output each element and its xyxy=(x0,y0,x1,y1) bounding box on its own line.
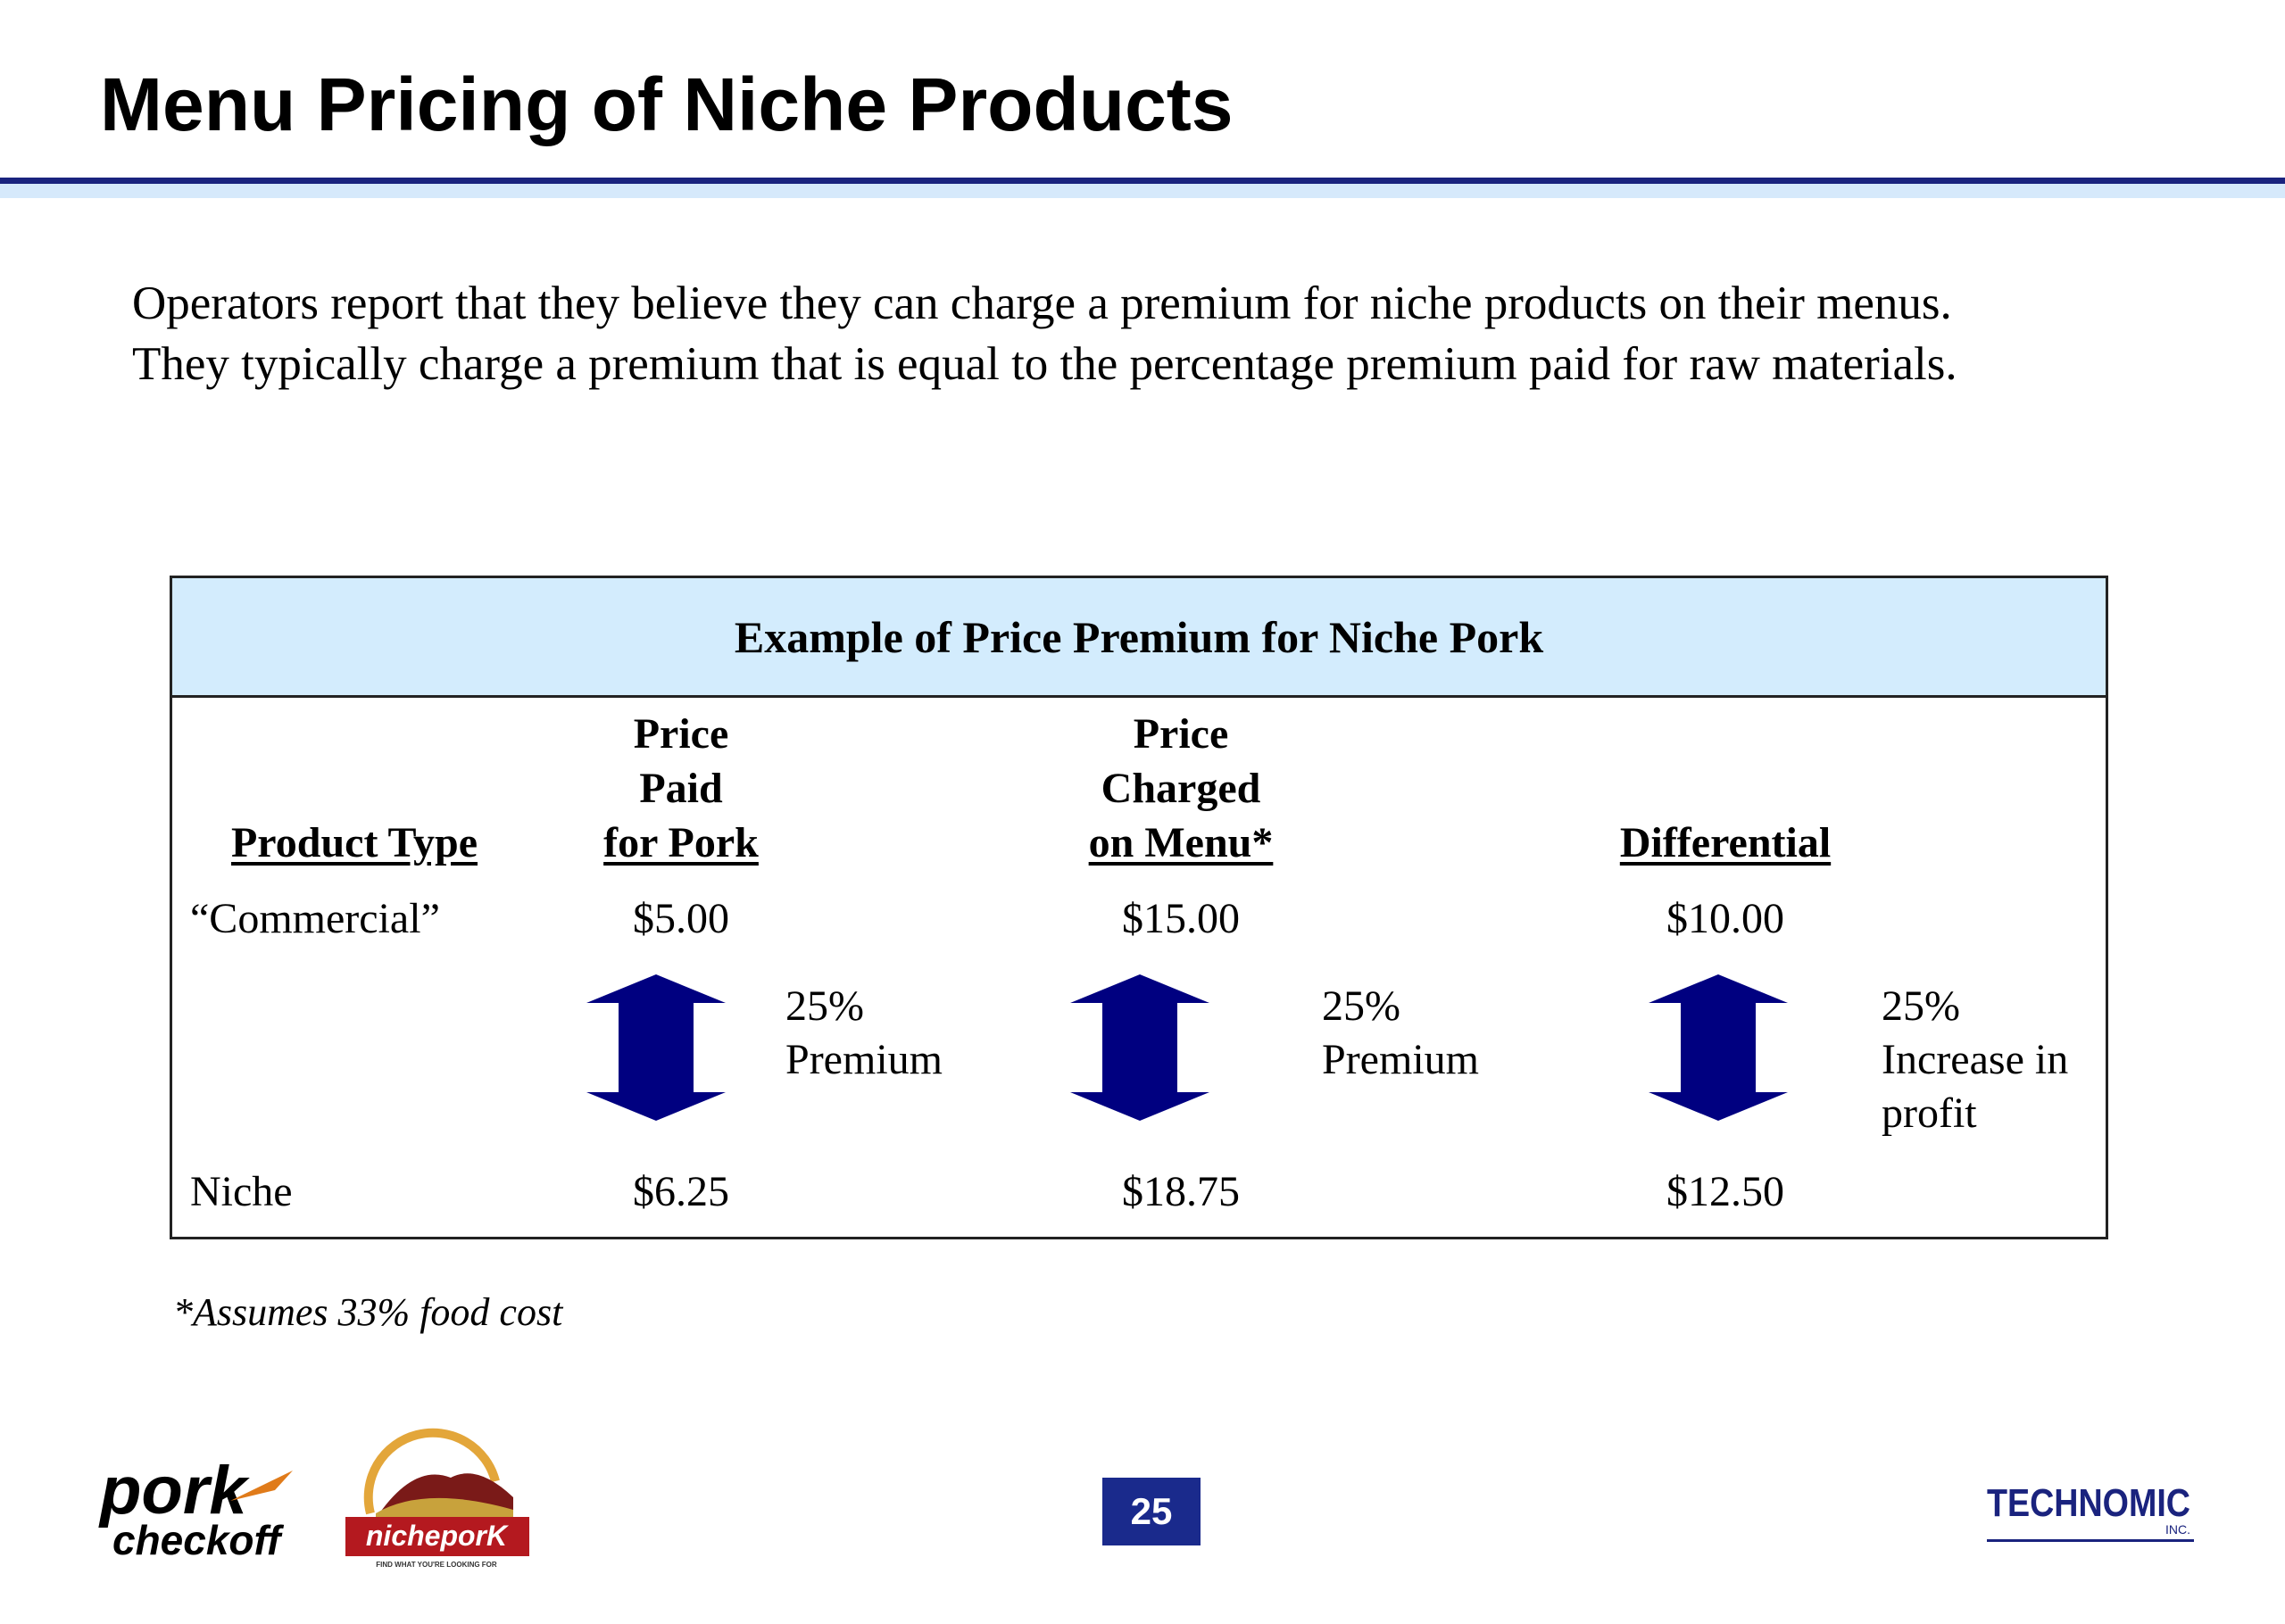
row-niche-type: Niche xyxy=(190,1168,293,1215)
premium-label-charged: 25% Premium xyxy=(1322,980,1479,1087)
double-arrow-icon xyxy=(1649,974,1788,1121)
logo-sub-text: INC. xyxy=(2165,1522,2190,1537)
premium-label-line: profit xyxy=(1882,1090,1977,1137)
row-commercial-diff: $10.00 xyxy=(1666,895,1784,942)
intro-text: Operators report that they believe they … xyxy=(132,273,2256,394)
table-title: Example of Price Premium for Niche Pork xyxy=(172,578,2106,698)
premium-label-line: 25% xyxy=(1882,982,1960,1030)
header-price-charged-line: on Menu* xyxy=(1088,819,1274,866)
pork-checkoff-logo: pork checkoff xyxy=(98,1453,293,1563)
nichepork-logo: nicheporK FIND WHAT YOU'RE LOOKING FOR xyxy=(345,1428,529,1569)
header-price-paid: Price Paid for Pork xyxy=(547,707,815,870)
header-differential: Differential xyxy=(1565,816,1886,870)
intro-line-1: Operators report that they believe they … xyxy=(132,278,1952,329)
premium-label-diff: 25% Increase in profit xyxy=(1882,980,2068,1140)
premium-label-line: Increase in xyxy=(1882,1036,2069,1083)
technomic-logo: TECHNOMIC INC. xyxy=(1987,1481,2194,1542)
header-price-charged: Price Charged on Menu* xyxy=(1020,707,1342,870)
premium-label-line: Premium xyxy=(1322,1036,1479,1083)
title-rule-shadow xyxy=(0,184,2285,198)
row-niche-paid: $6.25 xyxy=(633,1168,729,1215)
row-niche-charged: $18.75 xyxy=(1122,1168,1240,1215)
header-price-paid-line: Price xyxy=(633,710,729,758)
intro-line-2: They typically charge a premium that is … xyxy=(132,338,1957,390)
logo-text: nicheporK xyxy=(366,1520,510,1552)
header-product-type-label: Product Type xyxy=(230,819,478,866)
header-price-paid-line: Paid xyxy=(639,765,723,812)
logo-text: TECHNOMIC xyxy=(1987,1481,2190,1525)
header-price-paid-line: for Pork xyxy=(603,819,759,866)
double-arrow-icon xyxy=(586,974,726,1121)
title-rule xyxy=(0,178,2285,184)
header-price-charged-line: Charged xyxy=(1101,765,1261,812)
premium-label-line: 25% xyxy=(1322,982,1400,1030)
premium-label-line: 25% xyxy=(785,982,864,1030)
row-commercial-type: “Commercial” xyxy=(190,895,440,942)
header-product-type: Product Type xyxy=(229,816,479,870)
logo-text: pork xyxy=(98,1453,250,1529)
price-premium-table: Example of Price Premium for Niche Pork … xyxy=(170,576,2108,1239)
footnote: *Assumes 33% food cost xyxy=(173,1290,563,1334)
logo-text: checkoff xyxy=(112,1517,285,1563)
premium-label-paid: 25% Premium xyxy=(785,980,943,1087)
row-niche-diff: $12.50 xyxy=(1666,1168,1784,1215)
double-arrow-icon xyxy=(1070,974,1209,1121)
header-price-charged-line: Price xyxy=(1133,710,1229,758)
row-commercial-charged: $15.00 xyxy=(1122,895,1240,942)
page-title: Menu Pricing of Niche Products xyxy=(100,62,1234,146)
header-differential-label: Differential xyxy=(1619,819,1832,866)
premium-label-line: Premium xyxy=(785,1036,943,1083)
logo-tagline: FIND WHAT YOU'RE LOOKING FOR xyxy=(376,1561,497,1569)
row-commercial-paid: $5.00 xyxy=(633,895,729,942)
page-number: 25 xyxy=(1102,1478,1201,1545)
